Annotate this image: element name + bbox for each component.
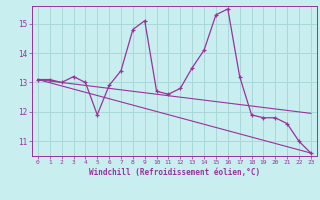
X-axis label: Windchill (Refroidissement éolien,°C): Windchill (Refroidissement éolien,°C) [89, 168, 260, 177]
